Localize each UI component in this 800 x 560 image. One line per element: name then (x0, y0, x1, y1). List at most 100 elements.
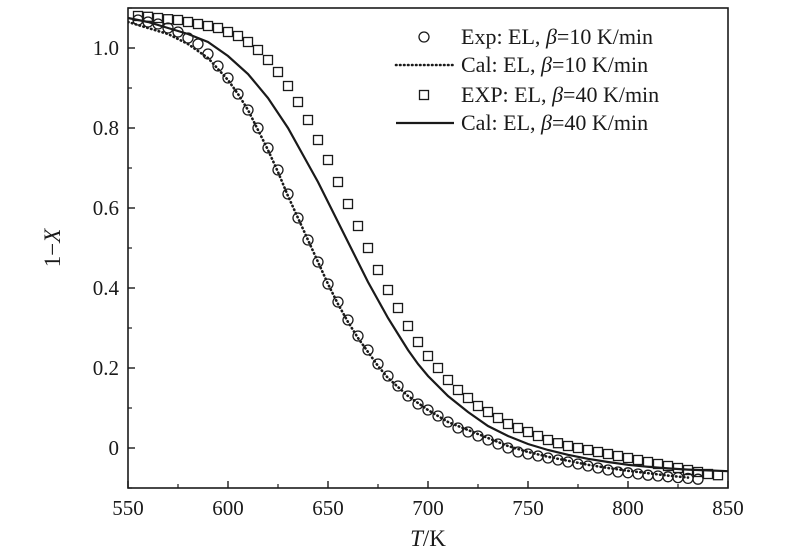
data-point (292, 96, 304, 108)
data-point (372, 358, 384, 370)
legend-label-prefix: Cal: EL, (461, 52, 541, 77)
data-point (542, 452, 554, 464)
data-point (312, 134, 324, 146)
data-point (562, 440, 574, 452)
x-tick-label: 850 (712, 496, 744, 520)
x-tick-label: 750 (512, 496, 544, 520)
data-point (562, 456, 574, 468)
legend-label-prefix: EXP: EL, (461, 82, 552, 107)
y-tick-label: 1.0 (93, 36, 119, 60)
data-point (192, 18, 204, 30)
data-point (472, 430, 484, 442)
data-point (332, 176, 344, 188)
data-point (442, 374, 454, 386)
y-tick-label: 0.4 (93, 276, 120, 300)
series-2 (128, 20, 690, 479)
legend-item: Cal: EL, β=10 K/min (394, 52, 648, 77)
data-point (492, 438, 504, 450)
plot-frame (127, 7, 729, 489)
y-tick-label: 0 (109, 436, 120, 460)
legend-label-symbol: β (540, 110, 552, 135)
series-4 (128, 16, 728, 473)
data-point (552, 438, 564, 449)
series-line (128, 16, 728, 473)
data-point (342, 314, 354, 326)
data-point (402, 390, 414, 402)
data-point (202, 20, 214, 32)
data-point (522, 426, 534, 438)
legend-swatch (418, 89, 430, 101)
data-point (662, 460, 674, 472)
legend-label: Cal: EL, β=40 K/min (461, 110, 648, 135)
data-point (332, 296, 344, 308)
data-point (302, 114, 314, 126)
data-point (322, 278, 334, 290)
y-axis-var: X (40, 228, 65, 244)
data-point (222, 26, 234, 38)
axes-layer: 550 600 650 700 750 800 850 0 0.2 0.4 0.6 0.8 1.0 (93, 7, 744, 520)
data-point (692, 473, 704, 485)
data-point (492, 412, 504, 424)
legend-label-symbol: β (545, 24, 557, 49)
data-point (432, 410, 444, 422)
data-point (432, 362, 444, 374)
data-point (252, 44, 264, 56)
data-point (482, 406, 494, 418)
data-point (622, 452, 634, 464)
y-axis-title: 1−X (40, 228, 65, 267)
x-tick-label: 600 (212, 496, 244, 520)
data-point (362, 242, 374, 254)
data-point (352, 330, 364, 342)
data-point (422, 350, 434, 362)
data-point (452, 384, 464, 396)
data-point (642, 456, 654, 468)
data-point (372, 264, 384, 276)
data-point (602, 448, 614, 460)
data-point (302, 234, 314, 246)
x-tick-label: 700 (412, 496, 444, 520)
legend-item: EXP: EL, β=40 K/min (418, 82, 659, 107)
x-axis-title: T/K (410, 526, 446, 551)
data-point (592, 446, 604, 458)
legend-label-symbol: β (551, 82, 563, 107)
legend-item: Exp: EL, β=10 K/min (418, 24, 653, 49)
legend-label-suffix: =40 K/min (563, 82, 659, 107)
legend-swatch (418, 31, 430, 43)
data-point (222, 72, 234, 84)
data-point (262, 142, 274, 154)
data-point (632, 454, 644, 466)
data-point (352, 220, 364, 232)
data-point (442, 416, 454, 428)
legend-label-suffix: =10 K/min (552, 52, 648, 77)
data-point (162, 22, 174, 34)
legend-label-symbol: β (540, 52, 552, 77)
data-point (322, 154, 334, 166)
x-tick-label: 550 (112, 496, 144, 520)
data-point (522, 448, 534, 460)
data-point (582, 444, 594, 456)
data-point (472, 400, 484, 412)
data-point (532, 430, 544, 442)
data-point (262, 54, 274, 66)
data-point (632, 468, 644, 480)
data-point (212, 60, 224, 72)
data-point (652, 470, 664, 482)
legend-label-prefix: Cal: EL, (461, 110, 541, 135)
data-point (542, 434, 554, 446)
legend-label: Cal: EL, β=10 K/min (461, 52, 648, 77)
data-point (292, 212, 304, 224)
legend-label-prefix: Exp: EL, (461, 24, 546, 49)
series-layer (128, 10, 728, 485)
y-tick-label: 0.8 (93, 116, 119, 140)
series-3 (132, 10, 724, 481)
data-point (402, 320, 414, 332)
x-axis-unit: /K (423, 526, 446, 551)
data-point (342, 198, 354, 210)
legend-label: Exp: EL, β=10 K/min (461, 24, 653, 49)
data-point (162, 14, 174, 25)
data-point (152, 12, 164, 24)
data-point (242, 104, 254, 116)
y-tick-label: 0.2 (93, 356, 119, 380)
